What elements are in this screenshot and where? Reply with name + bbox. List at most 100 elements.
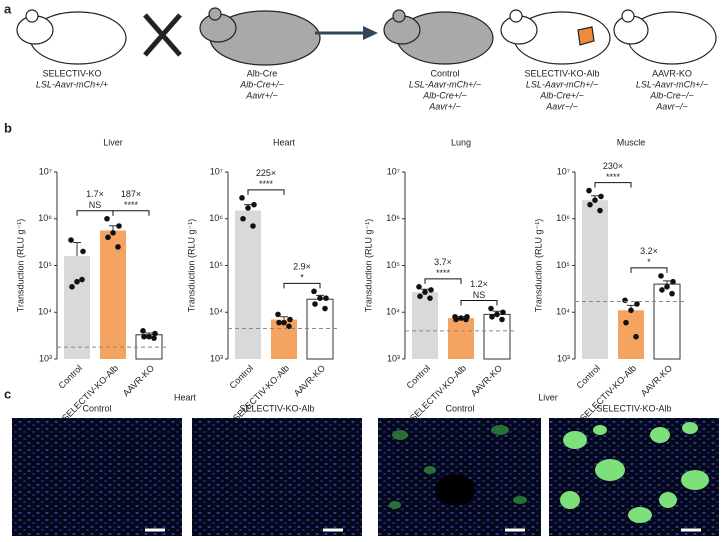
bar xyxy=(582,200,608,359)
error-bar xyxy=(109,225,117,231)
fold-change: 2.9× xyxy=(293,262,311,272)
fold-change: 3.7× xyxy=(434,257,452,267)
bar xyxy=(306,298,334,360)
fold-change: 230× xyxy=(603,161,623,171)
bar xyxy=(100,230,126,359)
data-point xyxy=(317,295,323,301)
data-point xyxy=(245,205,251,211)
panel-label: b xyxy=(4,120,12,135)
data-point xyxy=(287,316,293,323)
y-tick-label: 10⁶ xyxy=(556,213,570,223)
genotype: Aavr−/− xyxy=(545,101,578,111)
data-point xyxy=(670,278,676,285)
data-point xyxy=(152,330,158,337)
y-tick-label: 10³ xyxy=(210,353,223,363)
data-point xyxy=(499,316,505,323)
data-point xyxy=(140,328,146,334)
data-point xyxy=(659,287,665,293)
data-point xyxy=(463,316,469,323)
data-point xyxy=(74,278,80,285)
error-bar xyxy=(280,316,288,320)
bar xyxy=(448,318,474,359)
data-point xyxy=(323,295,329,301)
micrographs xyxy=(12,418,719,536)
genotype: Alb-Cre+/− xyxy=(422,90,467,100)
y-tick-label: 10³ xyxy=(387,353,400,363)
genotype: Aavr−/− xyxy=(655,101,688,111)
significance: NS xyxy=(89,200,102,210)
bar xyxy=(271,319,297,359)
data-point xyxy=(276,319,282,326)
x-tick-label: AAVR-KO xyxy=(292,363,327,398)
chart-title: Heart xyxy=(273,137,296,147)
significance-bracket xyxy=(460,300,498,306)
y-tick-label: 10⁵ xyxy=(556,260,570,270)
bar xyxy=(64,255,90,359)
data-point xyxy=(417,293,423,300)
mouse-name: Alb-Cre xyxy=(247,68,278,78)
significance-bracket xyxy=(283,282,321,289)
data-point xyxy=(239,195,245,201)
data-point xyxy=(281,319,287,326)
data-point xyxy=(151,335,157,341)
data-point xyxy=(658,273,664,279)
y-tick-label: 10⁵ xyxy=(386,260,400,270)
data-point xyxy=(494,311,500,318)
data-point xyxy=(79,276,85,283)
data-point xyxy=(669,290,675,297)
y-tick-label: 10⁶ xyxy=(38,213,52,223)
data-point xyxy=(80,248,86,255)
genotype: LSL-Aavr-mCh+/− xyxy=(526,79,598,89)
bar xyxy=(653,283,681,360)
error-bar xyxy=(663,280,671,285)
group-title: Liver xyxy=(538,392,558,402)
fold-change: 1.7× xyxy=(86,189,104,199)
significance-bracket xyxy=(594,182,632,188)
data-point xyxy=(416,284,422,290)
chart-title: Lung xyxy=(451,137,471,147)
data-point xyxy=(427,295,433,301)
data-point xyxy=(322,305,328,312)
significance: **** xyxy=(606,172,621,182)
genotype: LSL-Aavr-mCh+/− xyxy=(409,79,481,89)
panel-label: c xyxy=(4,386,11,401)
genotype: Aavr+/− xyxy=(428,101,461,111)
genotype: Alb-Cre+/− xyxy=(539,90,584,100)
image-title: Control xyxy=(82,403,111,413)
mouse-name: SELECTIV-KO xyxy=(42,68,101,78)
data-point xyxy=(622,297,628,304)
significance: **** xyxy=(124,200,139,210)
x-tick-label: AAVR-KO xyxy=(639,363,674,398)
genotype: Alb-Cre+/− xyxy=(239,79,284,89)
y-tick-label: 10⁵ xyxy=(209,260,223,270)
data-point xyxy=(592,197,598,203)
data-point xyxy=(422,289,428,295)
data-point xyxy=(500,309,506,316)
y-axis-label: Transduction (RLU g⁻¹) xyxy=(363,219,373,312)
data-point xyxy=(286,323,292,330)
y-axis-label: Transduction (RLU g⁻¹) xyxy=(186,219,196,312)
significance-bracket xyxy=(76,210,114,216)
y-tick-label: 10⁷ xyxy=(210,166,223,176)
x-tick-label: Control xyxy=(575,363,603,391)
significance: **** xyxy=(436,268,451,278)
significance-bracket xyxy=(630,267,668,273)
image-title: Control xyxy=(445,403,474,413)
data-point xyxy=(597,207,603,214)
y-axis-label: Transduction (RLU g⁻¹) xyxy=(533,219,543,312)
data-point xyxy=(489,313,495,320)
y-tick-label: 10⁵ xyxy=(38,260,52,270)
genotype: Alb-Cre−/− xyxy=(649,90,694,100)
y-tick-label: 10⁷ xyxy=(557,166,570,176)
data-point xyxy=(598,193,604,200)
significance: NS xyxy=(473,290,486,300)
significance: * xyxy=(647,257,651,267)
y-tick-label: 10⁶ xyxy=(209,213,223,223)
significance: * xyxy=(300,273,304,283)
mouse-name: SELECTIV-KO-Alb xyxy=(524,68,599,78)
data-point xyxy=(250,223,256,229)
data-point xyxy=(275,311,281,318)
mouse-illustrations xyxy=(16,7,717,66)
data-point xyxy=(628,307,634,314)
